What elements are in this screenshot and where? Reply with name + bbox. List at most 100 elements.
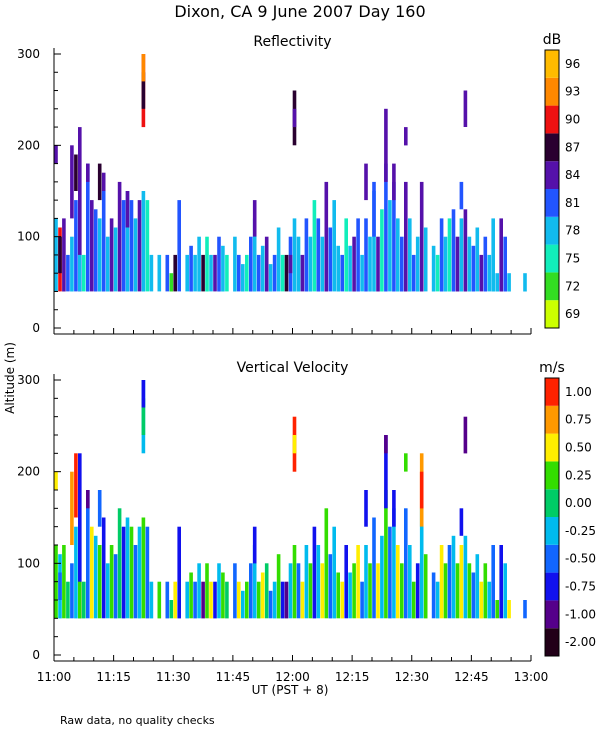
data-cell (252, 218, 257, 292)
data-cell (74, 453, 78, 518)
colorbar-tick-label: 72 (565, 279, 580, 293)
data-cell (447, 545, 452, 619)
data-cell (443, 236, 448, 292)
x-axis-label: UT (PST + 8) (252, 683, 329, 697)
data-cell (388, 200, 392, 292)
data-cell (252, 526, 257, 564)
panel-title: Reflectivity (253, 34, 331, 50)
data-cell (352, 236, 356, 292)
data-cell (400, 563, 404, 619)
data-cell (419, 508, 424, 619)
colorbar-unit: m/s (539, 360, 565, 376)
data-cell (471, 572, 476, 619)
data-cell (105, 563, 110, 619)
data-cell (372, 181, 376, 237)
data-cell (288, 254, 293, 274)
data-cell (463, 90, 468, 127)
data-cell (217, 563, 221, 619)
data-cell (308, 236, 313, 292)
data-cell (487, 254, 492, 292)
data-cell (455, 236, 460, 292)
y-tick-label: 100 (17, 556, 40, 570)
data-cell (125, 517, 130, 619)
data-cell (340, 581, 344, 619)
colorbar-swatch (545, 378, 559, 406)
data-cell (74, 526, 78, 619)
colorbar-tick-label: 75 (565, 252, 580, 266)
data-cell (205, 563, 209, 619)
data-cell (157, 581, 162, 619)
data-cell (233, 563, 237, 619)
data-cell (503, 236, 507, 292)
data-cell (125, 191, 130, 228)
data-cell (507, 600, 511, 619)
colorbar-tick-label: 90 (565, 113, 580, 127)
quality-note: Raw data, no quality checks (60, 714, 215, 727)
data-cell (332, 526, 336, 619)
data-cell (419, 471, 424, 509)
data-cell (348, 572, 352, 619)
data-cell (384, 163, 388, 292)
data-cell (364, 218, 368, 292)
data-cell (78, 254, 82, 292)
panel-title: Vertical Velocity (237, 360, 349, 376)
data-cell (86, 163, 90, 292)
data-cell (185, 254, 189, 292)
data-cell (292, 545, 297, 619)
data-cell (280, 254, 285, 292)
data-cell (193, 254, 197, 292)
data-cell (93, 535, 98, 619)
data-cell (400, 236, 404, 292)
colorbar-tick-label: 0.50 (565, 441, 592, 455)
colorbar-tick-label: 1.00 (565, 385, 592, 399)
data-cell (197, 563, 201, 619)
colorbar-unit: dB (543, 32, 562, 48)
colorbar-tick-label: 69 (565, 307, 580, 321)
data-cell (113, 227, 118, 292)
data-cell (109, 218, 114, 292)
data-cell (125, 191, 130, 292)
data-cell (411, 581, 416, 619)
data-cell (368, 236, 372, 292)
data-cell (145, 200, 150, 292)
colorbar-swatch (545, 461, 559, 490)
data-cell (380, 535, 384, 619)
data-cell (237, 254, 241, 292)
data-cell (97, 218, 102, 292)
data-cell (209, 581, 213, 619)
data-cell (177, 526, 181, 619)
data-cell (451, 535, 456, 619)
data-cell (90, 200, 94, 292)
x-tick-label: 11:30 (156, 670, 191, 684)
data-cell (249, 563, 253, 619)
data-cell (523, 273, 527, 292)
data-cell (372, 517, 376, 619)
data-cell (304, 218, 309, 292)
colorbar-frame (544, 49, 560, 329)
data-cell (296, 236, 301, 292)
data-cell (121, 526, 126, 619)
data-cell (149, 254, 154, 292)
colorbar-swatch (545, 216, 559, 245)
data-cell (237, 581, 241, 619)
data-cell (249, 236, 253, 292)
y-tick-label: 200 (17, 138, 40, 152)
data-cell (189, 245, 193, 292)
data-cell (133, 545, 138, 619)
panel-bottom: Vertical Velocity 0 100 200 300 11:00 11:15 11:… (17, 360, 596, 684)
colorbar-tick-label: 0.00 (565, 496, 592, 510)
data-cell (376, 563, 380, 619)
data-cell (241, 264, 245, 292)
data-cell (463, 416, 468, 454)
data-cell (404, 453, 408, 472)
data-cell (459, 508, 464, 536)
data-cell (292, 435, 297, 454)
data-cell (495, 600, 499, 619)
data-cell (376, 236, 380, 292)
data-cell (372, 191, 376, 292)
data-cell (272, 254, 277, 292)
data-cell (169, 273, 174, 292)
y-tick-label: 100 (17, 230, 40, 244)
data-cell (475, 554, 480, 619)
data-cell (467, 563, 472, 619)
